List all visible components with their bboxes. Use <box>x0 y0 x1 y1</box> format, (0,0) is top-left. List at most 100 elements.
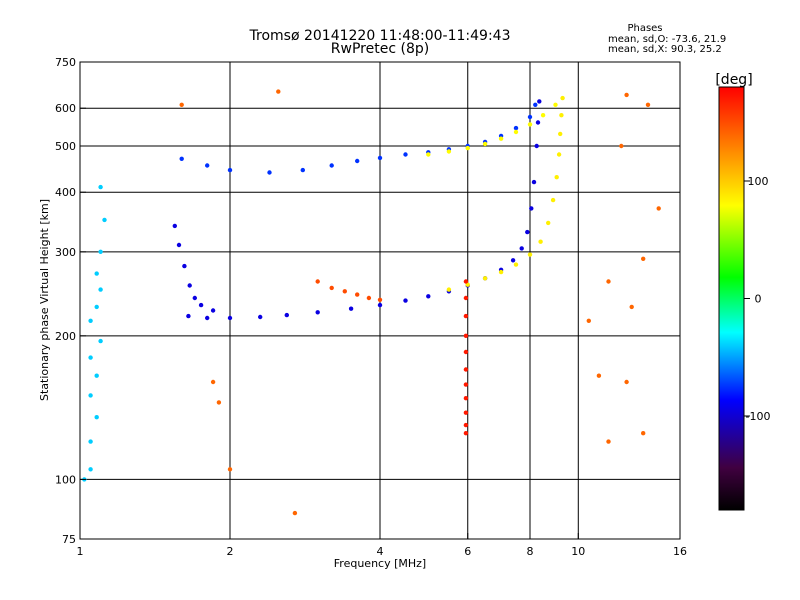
data-point <box>176 242 182 248</box>
colorbar-tick-label: 100 <box>748 175 769 188</box>
data-point <box>510 258 516 263</box>
data-point <box>619 143 624 149</box>
data-point <box>205 315 210 321</box>
y-tick-label: 600 <box>55 102 76 115</box>
data-point <box>366 295 372 301</box>
x-tick-label: 1 <box>77 545 84 558</box>
data-point <box>94 271 99 276</box>
data-point <box>426 152 431 157</box>
data-point <box>641 256 646 261</box>
data-point <box>550 197 556 203</box>
y-tick-label: 750 <box>55 56 76 69</box>
data-point <box>546 220 551 226</box>
series-upper-echo <box>179 102 538 175</box>
data-point <box>329 163 334 168</box>
colorbar-tick-label: -100 <box>746 410 771 423</box>
data-point <box>94 373 99 378</box>
data-point <box>187 283 192 288</box>
data-point <box>216 400 222 405</box>
data-point <box>463 422 469 428</box>
data-point <box>519 246 524 251</box>
data-point <box>315 310 320 315</box>
data-point <box>463 333 469 338</box>
data-point <box>531 179 537 185</box>
data-point <box>300 167 305 173</box>
data-point <box>463 295 469 301</box>
data-point <box>596 373 602 378</box>
data-point <box>463 367 469 372</box>
data-point <box>540 113 546 118</box>
series-sporadic-band <box>315 279 383 302</box>
data-point <box>292 510 298 516</box>
data-point <box>553 102 558 108</box>
data-point <box>533 102 538 108</box>
data-point <box>284 312 289 318</box>
data-point <box>558 131 563 137</box>
data-point <box>186 313 191 319</box>
data-point <box>529 206 534 211</box>
colorbar <box>718 86 745 511</box>
data-point <box>527 122 533 127</box>
data-point <box>463 410 469 415</box>
data-point <box>210 379 216 385</box>
data-point <box>463 313 469 319</box>
data-point <box>227 167 233 173</box>
data-point <box>403 298 408 303</box>
data-point <box>498 269 504 275</box>
data-point <box>556 152 562 157</box>
data-point <box>102 217 107 223</box>
data-point <box>537 99 542 104</box>
data-point <box>527 252 533 257</box>
colorbar-tick-label: 0 <box>755 293 762 306</box>
data-point <box>276 89 281 94</box>
data-point <box>624 379 629 385</box>
data-point <box>629 304 634 310</box>
data-point <box>98 338 103 344</box>
x-tick-label: 6 <box>464 545 471 558</box>
data-point <box>342 289 347 294</box>
data-point <box>182 263 187 269</box>
data-point <box>446 287 452 292</box>
data-point <box>98 184 103 190</box>
data-point <box>513 262 519 267</box>
chart-subtitle: RwPretec (8p) <box>331 41 429 57</box>
series-upper-x-echo <box>426 102 558 157</box>
data-point <box>377 302 383 308</box>
data-point <box>403 152 408 157</box>
data-point <box>172 223 177 229</box>
data-point <box>446 149 452 154</box>
data-point <box>348 306 354 311</box>
y-tick-label: 500 <box>55 140 76 153</box>
data-point <box>606 439 611 444</box>
data-point <box>315 279 320 284</box>
data-point <box>94 415 99 420</box>
colorbar-label: [deg] <box>715 72 752 88</box>
data-point <box>463 396 469 401</box>
y-tick-label: 100 <box>55 473 76 486</box>
data-point <box>377 297 383 302</box>
data-point <box>463 382 469 387</box>
y-tick-label: 75 <box>62 533 76 546</box>
y-axis-label: Stationary phase Virtual Height [km] <box>38 199 51 401</box>
data-point <box>205 163 210 168</box>
data-point <box>465 282 470 287</box>
data-point <box>355 158 360 164</box>
data-point <box>656 206 661 211</box>
data-point <box>179 156 184 161</box>
x-tick-label: 8 <box>527 545 534 558</box>
y-tick-label: 300 <box>55 246 76 259</box>
data-point <box>98 287 103 292</box>
data-point <box>377 155 383 161</box>
phase-stats-o: mean, sd,O: -73.6, 21.9 <box>608 34 726 45</box>
data-point <box>513 125 519 131</box>
data-point <box>463 431 469 436</box>
y-tick-label: 200 <box>55 330 76 343</box>
series-f2-o-trace <box>186 99 542 321</box>
x-tick-label: 2 <box>227 545 234 558</box>
x-tick-label: 16 <box>673 545 687 558</box>
data-point <box>527 114 533 120</box>
data-point <box>88 467 93 472</box>
data-point <box>482 276 488 281</box>
data-point <box>465 145 470 151</box>
